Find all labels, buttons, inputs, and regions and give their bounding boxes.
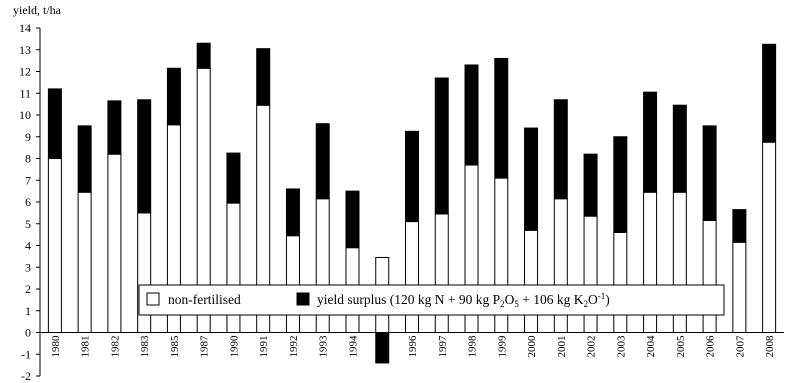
- legend: non-fertilised yield surplus (120 kg N +…: [138, 284, 725, 316]
- bar-yield-surplus: [47, 88, 62, 159]
- x-tick-label: 2004: [645, 335, 657, 358]
- y-tick-label: 3: [25, 260, 31, 274]
- bar-yield-surplus: [434, 77, 449, 215]
- x-tick-label: 2007: [734, 335, 746, 358]
- bar-non-fertilised: [285, 235, 300, 333]
- y-tick-label: 10: [19, 108, 31, 122]
- y-tick-label: 0: [25, 326, 31, 340]
- y-tick-label: 9: [25, 130, 31, 144]
- x-tick-label: 2001: [556, 336, 568, 358]
- bar-non-fertilised: [524, 229, 539, 333]
- x-tick-label: 1999: [496, 335, 508, 358]
- bar-yield-surplus: [732, 209, 747, 243]
- x-tick-label: 1994: [347, 335, 359, 358]
- legend-swatch-yield-surplus: [296, 292, 310, 306]
- y-tick-label: 8: [25, 152, 31, 166]
- x-tick-label: 1982: [109, 336, 121, 358]
- y-tick-label: 6: [25, 195, 31, 209]
- x-tick-label: 1983: [139, 335, 151, 358]
- bar-yield-surplus: [226, 152, 241, 204]
- x-tick-label: 1990: [228, 335, 240, 358]
- x-tick-label: 2005: [675, 335, 687, 358]
- y-tick-label: 2: [25, 282, 31, 296]
- bar-yield-surplus: [524, 127, 539, 231]
- bar-yield-surplus: [553, 99, 568, 200]
- x-tick-label: 2002: [586, 336, 598, 358]
- x-tick-label: 2000: [526, 335, 538, 358]
- bar-non-fertilised: [107, 153, 122, 333]
- legend-box: [138, 284, 725, 316]
- bar-non-fertilised: [702, 219, 717, 333]
- bar-yield-surplus: [643, 91, 658, 193]
- bar-yield-surplus: [672, 104, 687, 193]
- bar-yield-surplus: [583, 153, 598, 217]
- bar-non-fertilised: [77, 191, 92, 333]
- y-tick-label: 12: [19, 65, 31, 79]
- x-tick-label: 1985: [169, 335, 181, 358]
- bar-yield-surplus: [107, 100, 122, 155]
- bar-non-fertilised: [405, 221, 419, 333]
- bar-yield-surplus: [77, 125, 92, 193]
- legend-label-non-fertilised: non-fertilised: [168, 292, 241, 307]
- y-tick-label: 11: [19, 86, 31, 100]
- y-tick-label: 7: [25, 173, 31, 187]
- x-tick-label: 1981: [80, 336, 92, 358]
- legend-swatch-non-fertilised: [146, 292, 160, 306]
- y-axis-label: yield, t/ha: [13, 3, 62, 17]
- bar-non-fertilised: [613, 231, 628, 333]
- x-tick-label: 1996: [407, 335, 419, 358]
- y-tick-label: 4: [25, 239, 31, 253]
- x-tick-label: 1980: [50, 335, 62, 358]
- x-tick-label: 1991: [258, 336, 270, 358]
- bar-yield-surplus: [762, 43, 777, 143]
- y-tick-label: 1: [25, 304, 31, 318]
- bar-yield-surplus: [405, 130, 419, 223]
- y-tick-label: -1: [21, 347, 31, 361]
- bar-yield-surplus: [315, 123, 330, 200]
- y-tick-label: 13: [19, 43, 31, 57]
- bar-yield-surplus: [285, 188, 300, 237]
- bar-yield-surplus: [613, 136, 628, 233]
- y-tick-label: -2: [21, 369, 31, 383]
- x-tick-label: 1992: [288, 336, 300, 358]
- x-tick-label: 2008: [764, 335, 776, 358]
- bar-yield-surplus: [464, 64, 479, 166]
- x-tick-label: 1998: [467, 335, 479, 358]
- bar-yield-surplus: [166, 67, 181, 126]
- legend-label-yield-surplus: yield surplus (120 kg N + 90 kg P2O5 + 1…: [317, 291, 610, 309]
- bar-non-fertilised: [762, 141, 777, 333]
- bar-non-fertilised: [732, 241, 747, 333]
- x-tick-label: 19: [377, 335, 389, 347]
- bar-non-fertilised: [47, 158, 62, 333]
- x-tick-label: 1993: [318, 335, 330, 358]
- bar-yield-surplus: [196, 42, 211, 69]
- bar-yield-surplus: [256, 48, 271, 106]
- y-tick-label: 5: [25, 217, 31, 231]
- x-tick-label: 1997: [437, 335, 449, 358]
- bar-yield-surplus: [345, 190, 360, 249]
- bar-yield-surplus: [137, 99, 152, 214]
- x-tick-label: 2003: [615, 335, 627, 358]
- y-tick-label: 14: [19, 21, 31, 35]
- bar-yield-surplus: [702, 125, 717, 221]
- x-tick-label: 1987: [199, 335, 211, 358]
- bar-yield-surplus: [494, 57, 509, 179]
- x-tick-label: 2006: [705, 335, 717, 358]
